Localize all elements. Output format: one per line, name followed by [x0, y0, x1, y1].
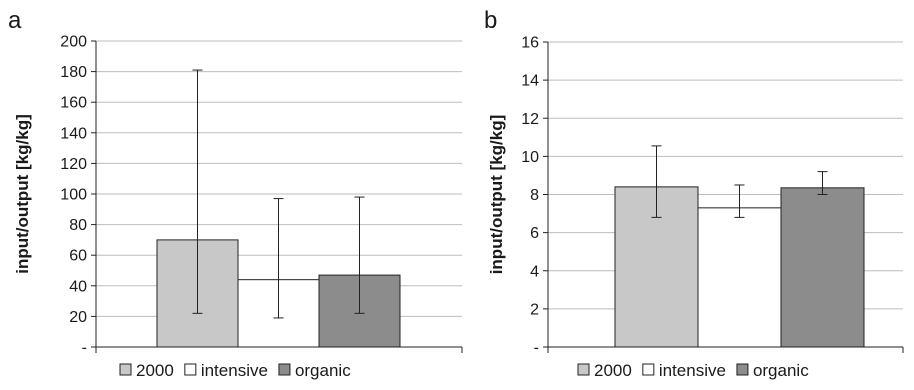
- y-tick-label: 80: [69, 217, 87, 234]
- y-tick-label: 140: [60, 125, 87, 142]
- legend-swatch-organic: [278, 363, 291, 376]
- y-tick-label: 180: [60, 64, 87, 81]
- y-tick-label: -: [534, 340, 539, 357]
- y-tick-label: 100: [60, 187, 87, 204]
- legend-swatch-2000: [119, 363, 132, 376]
- chart-panel-b: - 2 4 6 8 10 12 14 16 input/output [kg/kg] b 2000 in…: [484, 7, 904, 380]
- legend-swatch-2000: [577, 363, 590, 376]
- y-tick-label: 12: [521, 111, 539, 128]
- legend-label-2000: 2000: [594, 361, 632, 380]
- chart-panel-a: - 20 40 60 80 100 120 140 160 180 200 input/output …: [8, 7, 463, 380]
- legend-swatch-intensive: [642, 363, 655, 376]
- bar-organic: [780, 187, 865, 348]
- legend-swatch-organic: [736, 363, 749, 376]
- legend-label-organic: organic: [753, 361, 809, 380]
- legend: 2000 intensive organic: [119, 361, 351, 380]
- legend-label-2000: 2000: [136, 361, 174, 380]
- y-tick-label: 16: [521, 35, 539, 52]
- legend: 2000 intensive organic: [577, 361, 809, 380]
- legend-label-intensive: intensive: [201, 361, 268, 380]
- y-tick-label: -: [82, 340, 87, 357]
- y-tick-label: 4: [530, 263, 539, 280]
- y-tick-label: 6: [530, 225, 539, 242]
- y-tick-label: 120: [60, 156, 87, 173]
- y-axis-label: input/output [kg/kg]: [487, 115, 506, 275]
- panel-letter: a: [8, 7, 22, 34]
- y-tick-label: 2: [530, 301, 539, 318]
- legend-swatch-intensive: [184, 363, 197, 376]
- y-tick-label: 40: [69, 278, 87, 295]
- y-axis-label: input/output [kg/kg]: [13, 114, 32, 274]
- panel-letter: b: [484, 7, 497, 34]
- y-tick-label: 160: [60, 95, 87, 112]
- y-tick-label: 8: [530, 187, 539, 204]
- y-tick-label: 200: [60, 34, 87, 51]
- legend-label-intensive: intensive: [659, 361, 726, 380]
- bar-intensive: [697, 207, 782, 348]
- legend-label-organic: organic: [295, 361, 351, 380]
- y-tick-label: 60: [69, 248, 87, 265]
- y-tick-label: 20: [69, 309, 87, 326]
- y-tick-label: 14: [521, 73, 539, 90]
- y-tick-label: 10: [521, 149, 539, 166]
